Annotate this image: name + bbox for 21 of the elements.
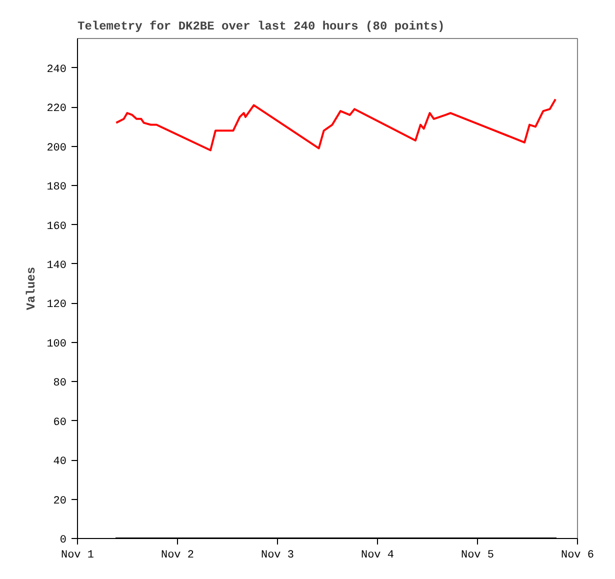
x-tick-label: Nov 3 — [260, 550, 294, 562]
y-tick-label: 20 — [53, 495, 66, 508]
y-tick-label: 180 — [46, 182, 67, 194]
y-tick-label: 100 — [46, 338, 67, 350]
y-tick-label: 60 — [53, 416, 66, 429]
y-tick-label: 140 — [46, 260, 67, 272]
y-tick-label: 0 — [60, 534, 67, 546]
x-tick-label: Nov 1 — [60, 550, 94, 562]
y-tick-label: 120 — [46, 299, 67, 312]
x-tick-label: Nov 5 — [460, 550, 494, 562]
x-tick-label: Nov 4 — [360, 550, 394, 562]
x-tick-label: Nov 6 — [560, 550, 594, 562]
y-tick-label: 80 — [53, 378, 66, 390]
y-tick-label: 240 — [46, 64, 67, 76]
y-tick-label: 220 — [46, 103, 67, 116]
chart-title: Telemetry for DK2BE over last 240 hours (80 points) — [78, 20, 445, 34]
y-tick-label: 160 — [46, 220, 67, 233]
y-axis-title: Values — [24, 266, 39, 310]
x-tick-label: Nov 2 — [160, 550, 194, 562]
y-tick-label: 40 — [53, 456, 66, 468]
y-tick-label: 200 — [46, 142, 67, 154]
